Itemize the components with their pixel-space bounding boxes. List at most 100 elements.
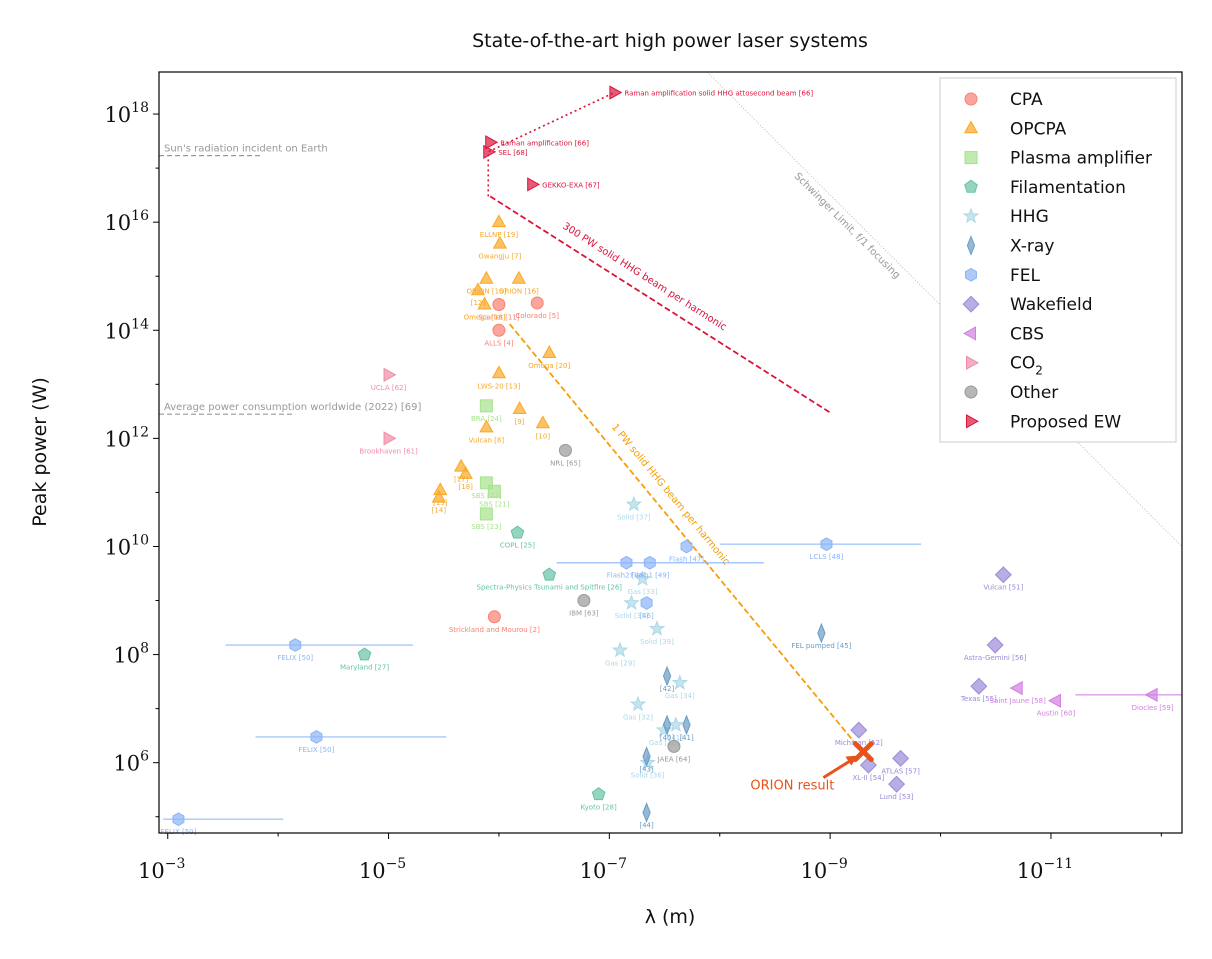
data-point [477, 296, 492, 310]
x-tick-label: 10−3 [138, 856, 185, 883]
legend-entry: Proposed EW [1010, 412, 1121, 432]
point-label: Saint Jaune [58] [990, 697, 1046, 705]
data-point [577, 594, 591, 608]
legend-marker [965, 267, 977, 282]
data-point [648, 620, 666, 636]
point-label: Vulcan [8] [469, 436, 505, 444]
legend-marker [964, 92, 978, 106]
data-point [453, 458, 469, 472]
legend-entry: HHG [1010, 207, 1049, 227]
data-point [491, 214, 507, 228]
data-point [479, 419, 494, 433]
data-point [479, 270, 494, 284]
point-label: COPL [25] [500, 542, 535, 550]
data-point [487, 484, 501, 498]
data-point [492, 235, 508, 249]
point-label: FEL pumped [45] [791, 642, 851, 650]
point-label: LCLS [48] [810, 553, 844, 561]
data-point [470, 282, 486, 296]
y-tick-label: 1010 [104, 532, 149, 559]
point-label: FELIX [50] [299, 746, 335, 754]
x-tick-label: 10−5 [359, 856, 406, 883]
data-point [642, 802, 651, 823]
point-label: Colorado [5] [516, 312, 560, 320]
point-label: Solid [39] [640, 638, 674, 646]
point-label: SEL [68] [498, 149, 528, 157]
data-point [542, 345, 557, 358]
trend-line [489, 195, 831, 414]
x-tick-label: 10−11 [1017, 856, 1073, 883]
point-label: Strickland and Mourou [2] [449, 626, 540, 634]
data-point [383, 367, 397, 382]
point-label: Lund [53] [880, 793, 914, 801]
data-point [431, 489, 447, 503]
y-tick-label: 1014 [104, 316, 149, 343]
point-label: [12] [471, 299, 486, 307]
legend-marker [964, 385, 978, 399]
point-label: Flash1 [49] [630, 572, 670, 580]
data-point [1048, 693, 1061, 708]
point-label: [17] [454, 476, 469, 484]
data-point [172, 812, 185, 827]
point-label: Gas [34] [665, 692, 695, 700]
point-label: [43] [639, 766, 654, 774]
point-label: ALLS [4] [484, 339, 513, 347]
legend-entry: Plasma amplifier [1010, 149, 1152, 169]
point-label: BRA [24] [471, 415, 502, 423]
point-label: LWS-20 [13] [478, 382, 521, 390]
data-point [511, 270, 527, 284]
data-point [611, 641, 629, 658]
data-point [510, 525, 525, 539]
data-point [820, 537, 833, 552]
data-point [487, 610, 501, 624]
legend-entry: Filamentation [1010, 178, 1126, 198]
data-point [625, 495, 643, 512]
data-point [609, 85, 623, 100]
data-point [542, 567, 557, 581]
legend-entry: CPA [1010, 90, 1043, 110]
point-label: [9] [515, 418, 525, 426]
legend-marker [966, 355, 979, 370]
data-point [623, 594, 640, 610]
data-point [558, 443, 572, 457]
legend-marker [963, 326, 976, 341]
point-label: [18] [459, 483, 474, 491]
legend-marker [964, 151, 978, 165]
reference-line-label: Average power consumption worldwide (202… [164, 402, 421, 413]
point-label: Astra-Gemini [56] [964, 654, 1027, 662]
point-label: [41] [669, 734, 684, 742]
trend-line [706, 71, 1183, 547]
data-point [458, 465, 473, 479]
data-point [640, 596, 653, 610]
data-point [535, 415, 551, 429]
point-label: Austin [60] [1037, 710, 1076, 718]
point-label: Diocles [59] [1132, 704, 1174, 712]
data-point [994, 566, 1012, 584]
point-label: Spectra-Physics Tsunami and Spitfire [26… [477, 584, 623, 592]
plot-frame [158, 71, 1183, 834]
data-point [667, 739, 681, 753]
legend-entry: CBS [1010, 324, 1044, 344]
point-label: FELIX [50] [277, 654, 313, 662]
point-label: [40] [660, 734, 675, 742]
data-point [383, 431, 397, 446]
point-label: Solid [37] [617, 513, 651, 521]
data-point [662, 714, 672, 736]
y-tick-label: 106 [113, 749, 149, 776]
point-label: JAEA [64] [657, 755, 691, 763]
data-point [620, 555, 633, 570]
x-tick-label: 10−9 [800, 856, 847, 883]
legend-marker [963, 120, 979, 134]
point-label: [41] [679, 734, 694, 742]
orion-result-label: ORION result [750, 779, 834, 794]
point-label: Raman amplification solid HHG attosecond… [624, 90, 813, 98]
point-label: Scarlet [11] [478, 313, 519, 321]
reference-line-label: Sun's radiation incident on Earth [164, 144, 328, 155]
legend-box [939, 77, 1177, 443]
data-point [483, 144, 497, 159]
data-point [680, 539, 693, 554]
point-label: ORION [16] [499, 288, 539, 296]
data-point [289, 638, 302, 652]
data-point [357, 647, 372, 661]
